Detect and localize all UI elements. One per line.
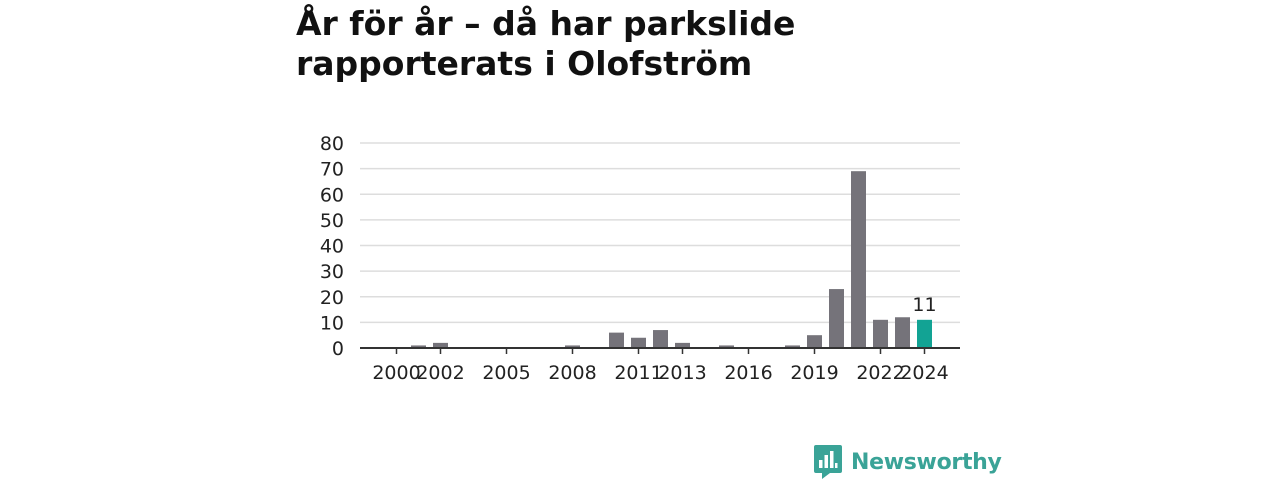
y-tick-label: 40 bbox=[320, 236, 344, 258]
bar-2010 bbox=[609, 332, 624, 348]
bar-2011 bbox=[631, 337, 646, 348]
data-label-2024: 11 bbox=[912, 294, 936, 316]
bar-2020 bbox=[829, 289, 844, 348]
bar-2024 bbox=[917, 319, 932, 348]
bar-2015 bbox=[719, 345, 734, 348]
bars bbox=[411, 171, 932, 348]
x-tick-label: 2002 bbox=[416, 362, 464, 384]
x-tick-label: 2024 bbox=[900, 362, 948, 384]
grid-lines bbox=[360, 142, 960, 324]
x-tick-label: 2022 bbox=[856, 362, 904, 384]
y-tick-label: 60 bbox=[320, 184, 344, 206]
y-tick-label: 30 bbox=[320, 261, 344, 283]
x-tick-label: 2019 bbox=[790, 362, 838, 384]
bar-2018 bbox=[785, 345, 800, 348]
y-tick-label: 50 bbox=[320, 210, 344, 232]
x-tick-label: 2005 bbox=[482, 362, 530, 384]
bar-2008 bbox=[565, 345, 580, 348]
brand-logo: Newsworthy bbox=[814, 444, 1002, 480]
bar-2023 bbox=[895, 317, 910, 348]
x-tick-label: 2011 bbox=[614, 362, 662, 384]
x-tick-label: 2013 bbox=[658, 362, 706, 384]
x-tick-label: 2016 bbox=[724, 362, 772, 384]
bar-2022 bbox=[873, 319, 888, 348]
x-tick-label: 2008 bbox=[548, 362, 596, 384]
bar-2021 bbox=[851, 171, 866, 348]
y-tick-label: 20 bbox=[320, 287, 344, 309]
y-tick-label: 10 bbox=[320, 312, 344, 334]
bar-chart-logo-icon bbox=[814, 445, 842, 479]
bar-2012 bbox=[653, 330, 668, 348]
x-tick-label: 2000 bbox=[372, 362, 420, 384]
y-axis-ticks: 0 10 20 30 40 50 60 70 80 bbox=[320, 133, 344, 360]
data-labels: 11 bbox=[912, 294, 936, 316]
chart-title: År för år – då har parkslide rapporterat… bbox=[296, 4, 796, 83]
y-tick-label: 70 bbox=[320, 159, 344, 181]
y-tick-label: 80 bbox=[320, 133, 344, 155]
bar-2013 bbox=[675, 342, 690, 348]
bar-2019 bbox=[807, 335, 822, 348]
y-tick-label: 0 bbox=[332, 338, 344, 360]
bar-2002 bbox=[433, 342, 448, 348]
brand-name: Newsworthy bbox=[851, 449, 1002, 475]
bar-2001 bbox=[411, 345, 426, 348]
